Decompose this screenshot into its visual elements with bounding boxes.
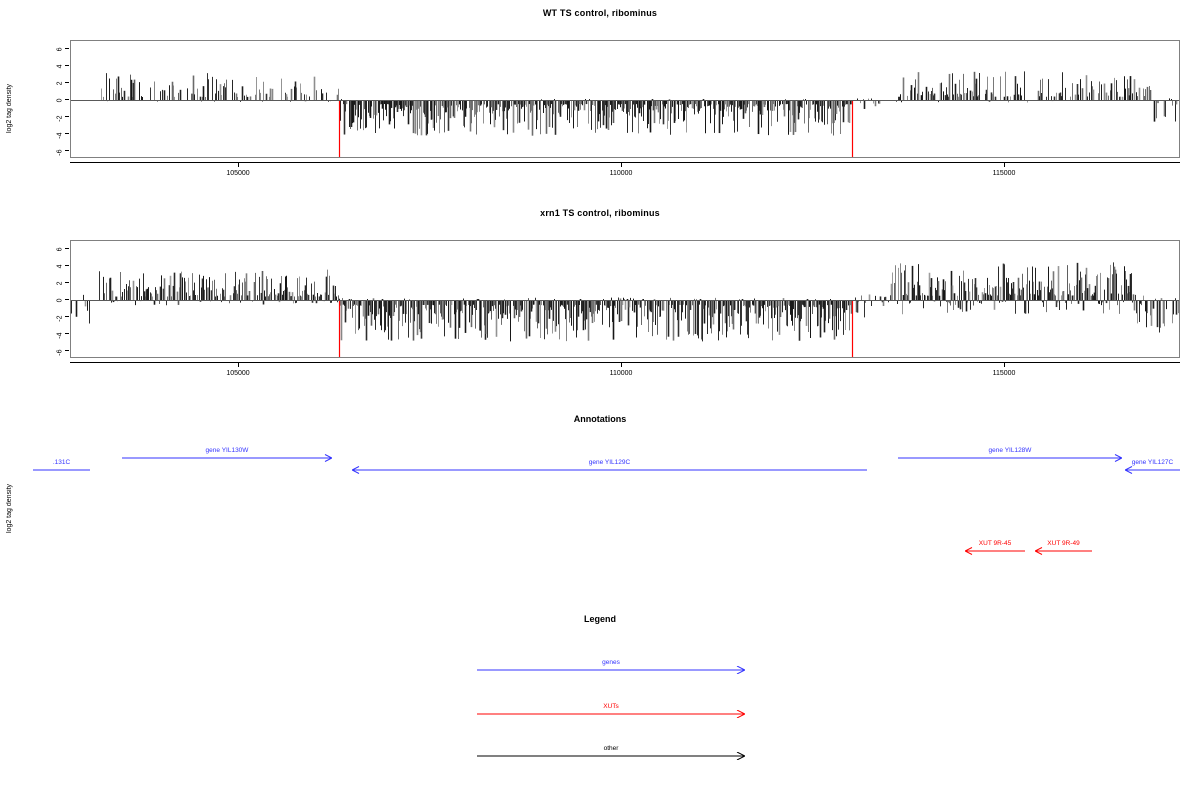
y-axis-label-wt: log2 tag density xyxy=(6,83,13,133)
x-tick-label: 110000 xyxy=(609,370,633,377)
tag-density-bars xyxy=(71,262,1179,357)
legend-arrow-icon xyxy=(477,752,745,760)
x-axis-line xyxy=(70,362,1180,363)
annotation-arrow-icon xyxy=(1035,547,1092,555)
track-panel-wt: WT TS control, ribominus log2 tag densit… xyxy=(0,8,1200,188)
legend-item-label: other xyxy=(603,745,619,752)
annotation-feature-gene[interactable]: .131C xyxy=(33,452,90,474)
legend-item-xuts: XUTs xyxy=(477,694,745,718)
y-tick-mark xyxy=(65,248,69,249)
y-tick-label: -6 xyxy=(56,349,64,356)
annotations-heading: Annotations xyxy=(573,414,627,424)
annotation-arrow-icon xyxy=(33,469,90,471)
track-panel-xrn1: xrn1 TS control, ribominus log2 tag dens… xyxy=(0,208,1200,533)
annotation-feature-label: gene YIL130W xyxy=(205,447,249,454)
x-tick-mark xyxy=(238,162,239,167)
annotation-feature-label: .131C xyxy=(52,459,71,466)
y-tick-mark xyxy=(65,82,69,83)
annotation-feature-label: gene YIL128W xyxy=(988,447,1032,454)
annotation-feature-xut[interactable]: XUT 9R-49 xyxy=(1035,533,1092,555)
annotation-feature-label: gene YIL129C xyxy=(588,459,631,466)
x-axis-line xyxy=(70,162,1180,163)
annotation-feature-xut[interactable]: XUT 9R-45 xyxy=(965,533,1025,555)
x-tick-label: 105000 xyxy=(226,170,250,177)
legend-heading: Legend xyxy=(583,614,616,624)
annotation-feature-label: XUT 9R-49 xyxy=(1047,540,1080,547)
y-tick-mark xyxy=(65,48,69,49)
y-tick-mark xyxy=(65,350,69,351)
y-tick-mark xyxy=(65,99,69,100)
x-tick-mark xyxy=(1004,362,1005,367)
annotation-arrow-icon xyxy=(1125,466,1180,474)
x-tick-mark xyxy=(621,362,622,367)
annotation-feature-label: gene YIL127C xyxy=(1131,459,1174,466)
x-tick-mark xyxy=(238,362,239,367)
y-axis-label-xrn1: log2 tag density xyxy=(6,483,13,533)
annotation-feature-label: XUT 9R-45 xyxy=(978,540,1012,547)
legend-item-label: XUTs xyxy=(603,703,619,710)
annotation-arrow-icon xyxy=(898,454,1122,462)
annotation-arrow-icon xyxy=(965,547,1025,555)
legend-arrow-icon xyxy=(477,666,745,674)
x-tick-label: 110000 xyxy=(609,170,633,177)
legend-item-label: genes xyxy=(602,659,620,666)
y-tick-mark xyxy=(65,299,69,300)
zero-baseline xyxy=(71,100,1179,101)
x-tick-mark xyxy=(621,162,622,167)
annotation-feature-gene[interactable]: gene YIL127C xyxy=(1125,452,1180,474)
legend-item-genes: genes xyxy=(477,650,745,674)
y-tick-mark xyxy=(65,265,69,266)
x-tick-label: 115000 xyxy=(992,370,1016,377)
legend-arrow-icon xyxy=(477,710,745,718)
y-tick-label: -6 xyxy=(56,149,64,156)
track-title-xrn1: xrn1 TS control, ribominus xyxy=(540,208,660,218)
annotation-feature-gene[interactable]: gene YIL128W xyxy=(898,440,1122,462)
track-title-wt: WT TS control, ribominus xyxy=(542,8,658,18)
zero-baseline xyxy=(71,300,1179,301)
plot-area-xrn1 xyxy=(70,240,1180,358)
plot-area-wt xyxy=(70,40,1180,158)
y-tick-mark xyxy=(65,333,69,334)
annotation-arrow-icon xyxy=(352,466,867,474)
y-tick-mark xyxy=(65,65,69,66)
y-tick-mark xyxy=(65,150,69,151)
legend-item-other: other xyxy=(477,736,745,760)
x-tick-mark xyxy=(1004,162,1005,167)
y-tick-mark xyxy=(65,133,69,134)
annotation-feature-gene[interactable]: gene YIL130W xyxy=(122,440,332,462)
annotation-arrow-icon xyxy=(122,454,332,462)
x-tick-label: 115000 xyxy=(992,170,1016,177)
y-tick-mark xyxy=(65,316,69,317)
x-tick-label: 105000 xyxy=(226,370,250,377)
y-tick-mark xyxy=(65,116,69,117)
y-tick-mark xyxy=(65,282,69,283)
annotation-feature-gene[interactable]: gene YIL129C xyxy=(352,452,867,474)
